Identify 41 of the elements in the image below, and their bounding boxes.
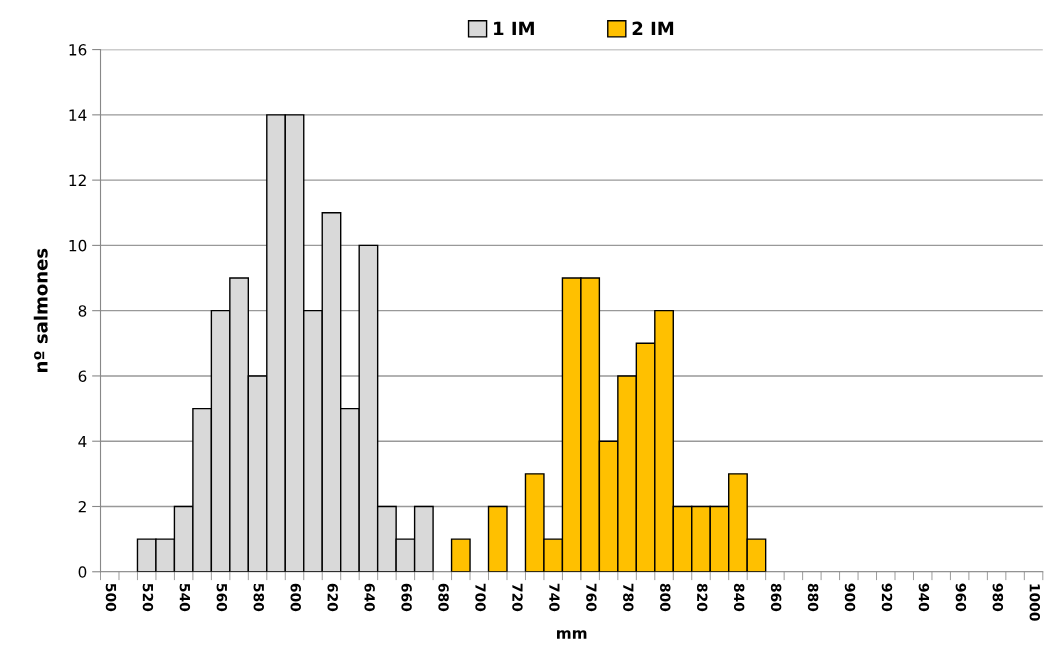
y-tick-label: 0 bbox=[78, 566, 87, 578]
x-tick-label: 840 bbox=[733, 583, 745, 612]
x-tick-label: 880 bbox=[807, 583, 819, 612]
x-tick-label: 740 bbox=[549, 583, 560, 612]
x-axis-title: mm bbox=[557, 630, 587, 639]
x-tick-label: 700 bbox=[475, 583, 486, 612]
legend-label: 1 IM bbox=[494, 21, 534, 35]
x-tick-label: 800 bbox=[660, 583, 671, 612]
x-tick-label: 1000 bbox=[1029, 584, 1041, 621]
x-tick-label: 920 bbox=[881, 583, 893, 612]
bar bbox=[450, 538, 471, 572]
x-tick-label: 660 bbox=[401, 583, 412, 612]
x-tick-label: 900 bbox=[844, 583, 856, 612]
y-tick-label: 2 bbox=[78, 500, 86, 513]
x-tick-label: 860 bbox=[770, 583, 782, 612]
x-tick-label: 780 bbox=[623, 583, 634, 612]
x-tick-label: 760 bbox=[586, 583, 597, 612]
y-tick-label: 16 bbox=[69, 44, 87, 56]
x-tick-label: 820 bbox=[696, 583, 708, 612]
x-tick-label: 640 bbox=[364, 583, 375, 612]
y-tick-label: 14 bbox=[69, 109, 87, 121]
bar bbox=[487, 505, 508, 572]
y-tick-label: 4 bbox=[78, 435, 87, 448]
x-tick-label: 580 bbox=[253, 583, 265, 612]
x-tick-label: 980 bbox=[992, 583, 1004, 612]
y-tick-label: 6 bbox=[78, 370, 87, 382]
y-axis-title: nº salmones bbox=[33, 248, 48, 372]
y-tick-label: 8 bbox=[78, 305, 87, 317]
y-tick-label: 10 bbox=[69, 239, 87, 252]
x-tick-label: 620 bbox=[327, 583, 338, 612]
x-tick-label: 600 bbox=[290, 583, 301, 612]
x-tick-label: 940 bbox=[918, 583, 930, 612]
x-tick-label: 680 bbox=[438, 583, 449, 612]
x-tick-label: 960 bbox=[955, 583, 967, 612]
x-tick-label: 540 bbox=[179, 583, 191, 612]
y-tick-label: 12 bbox=[69, 174, 86, 186]
legend-label: 2 IM bbox=[632, 21, 674, 35]
x-tick-label: 500 bbox=[105, 583, 117, 612]
x-tick-label: 560 bbox=[216, 583, 228, 612]
x-tick-label: 720 bbox=[512, 583, 523, 612]
x-tick-label: 520 bbox=[142, 583, 154, 612]
